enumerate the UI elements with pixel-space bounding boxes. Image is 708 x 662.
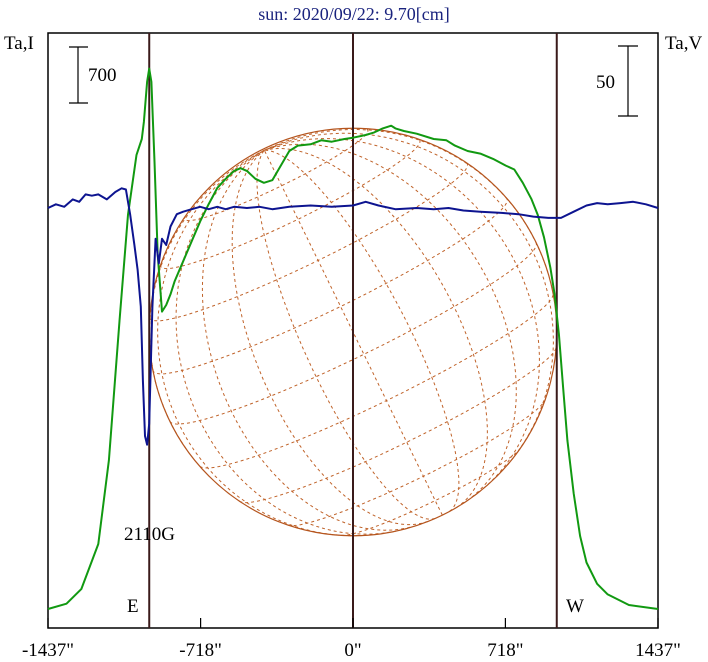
longitude-line [264, 143, 517, 505]
region-annotation: 2110G [124, 524, 175, 545]
longitude-line [149, 149, 265, 449]
longitude-line [263, 149, 443, 516]
limb-markers [148, 33, 558, 628]
y-axis-label-right: Ta,V [665, 33, 702, 54]
longitude-line [231, 149, 428, 526]
scale-bar-right-label: 50 [596, 72, 615, 93]
scale-bar-left-label: 700 [88, 65, 117, 86]
latitude-line [149, 162, 469, 322]
longitude-line [264, 149, 460, 512]
latitude-line [160, 138, 421, 270]
y-axis-label-left: Ta,I [4, 33, 34, 54]
longitude-line [264, 132, 554, 466]
x-tick-label: -718" [179, 640, 222, 661]
latitude-line [183, 128, 369, 222]
series-lines [47, 67, 659, 610]
latitude-line [239, 346, 557, 504]
scale-bar-left: 700 [69, 46, 117, 104]
longitude-line [157, 149, 364, 537]
marker-label-e: E [127, 596, 139, 617]
x-tick-label: -1437" [22, 640, 74, 661]
longitude-line [264, 138, 540, 497]
series-line-v [47, 187, 659, 446]
latitude-line [341, 447, 521, 536]
latitude-line [287, 399, 546, 527]
longitude-line [175, 149, 409, 535]
x-tick-label: 718" [487, 640, 523, 661]
x-axis-ticks: -1437" -718" 0" 718" 1437" [22, 618, 681, 661]
scale-bar-right: 50 [596, 45, 638, 117]
x-tick-label: 1437" [635, 640, 681, 661]
longitude-line [264, 147, 488, 509]
longitude-line [264, 128, 549, 273]
chart-title: sun: 2020/09/22: 9.70[cm] [258, 4, 450, 24]
longitude-line [201, 149, 422, 531]
latitude-line [199, 293, 554, 469]
latitude-line [152, 197, 508, 375]
marker-label-w: W [566, 596, 584, 617]
longitude-line [256, 149, 435, 520]
series-line-i [47, 67, 659, 610]
x-tick-label: 0" [344, 640, 361, 661]
